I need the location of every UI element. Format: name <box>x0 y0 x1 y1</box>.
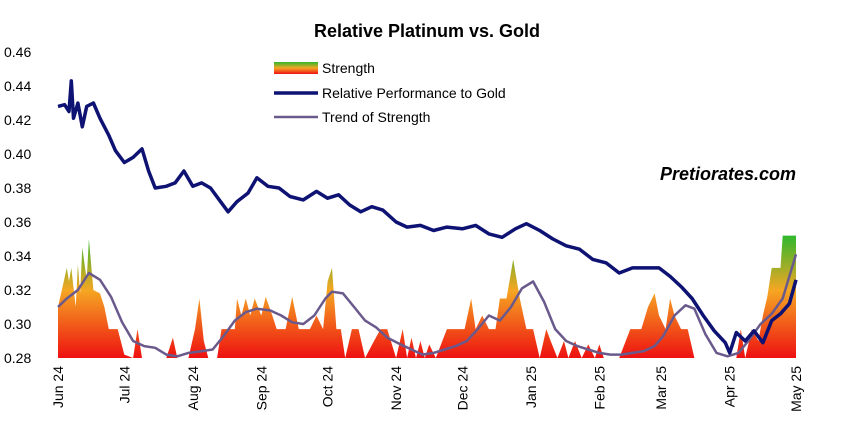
chart-title: Relative Platinum vs. Gold <box>314 21 540 41</box>
y-tick-label: 0.32 <box>4 282 31 298</box>
y-axis: 0.28 0.30 0.32 0.34 0.36 0.38 0.40 0.42 0.44 0.46 <box>4 44 31 366</box>
x-tick-label: Jan 25 <box>523 366 539 408</box>
y-tick-label: 0.36 <box>4 214 31 230</box>
y-tick-label: 0.40 <box>4 146 31 162</box>
x-tick-label: Dec 24 <box>454 366 470 411</box>
legend-swatch-strength <box>274 62 318 74</box>
legend-label: Strength <box>322 60 375 76</box>
watermark: Pretiorates.com <box>660 164 796 184</box>
x-tick-label: Nov 24 <box>388 366 404 411</box>
series-strength-area <box>58 235 796 358</box>
y-tick-label: 0.42 <box>4 112 31 128</box>
x-tick-label: Mar 25 <box>653 366 669 410</box>
x-tick-label: Sep 24 <box>253 366 269 411</box>
legend-label: Relative Performance to Gold <box>322 85 506 101</box>
x-tick-label: Feb 25 <box>591 366 607 410</box>
x-tick-label: Apr 25 <box>722 366 738 407</box>
y-tick-label: 0.38 <box>4 180 31 196</box>
y-tick-label: 0.34 <box>4 248 31 264</box>
y-tick-label: 0.44 <box>4 78 31 94</box>
y-tick-label: 0.28 <box>4 350 31 366</box>
x-axis: Jun 24 Jul 24 Aug 24 Sep 24 Oct 24 Nov 24 Dec … <box>50 366 804 412</box>
y-tick-label: 0.46 <box>4 44 31 60</box>
x-tick-label: Oct 24 <box>320 366 336 407</box>
x-tick-label: Aug 24 <box>185 366 201 411</box>
x-tick-label: Jul 24 <box>116 366 132 404</box>
legend-label: Trend of Strength <box>322 109 430 125</box>
x-tick-label: Jun 24 <box>50 366 66 408</box>
series-relative-performance-line <box>57 79 798 355</box>
legend: Strength Relative Performance to Gold Tren… <box>274 60 506 125</box>
y-tick-label: 0.30 <box>4 316 31 332</box>
series-trend-of-strength-line <box>57 253 798 358</box>
x-tick-label: May 25 <box>788 366 804 412</box>
